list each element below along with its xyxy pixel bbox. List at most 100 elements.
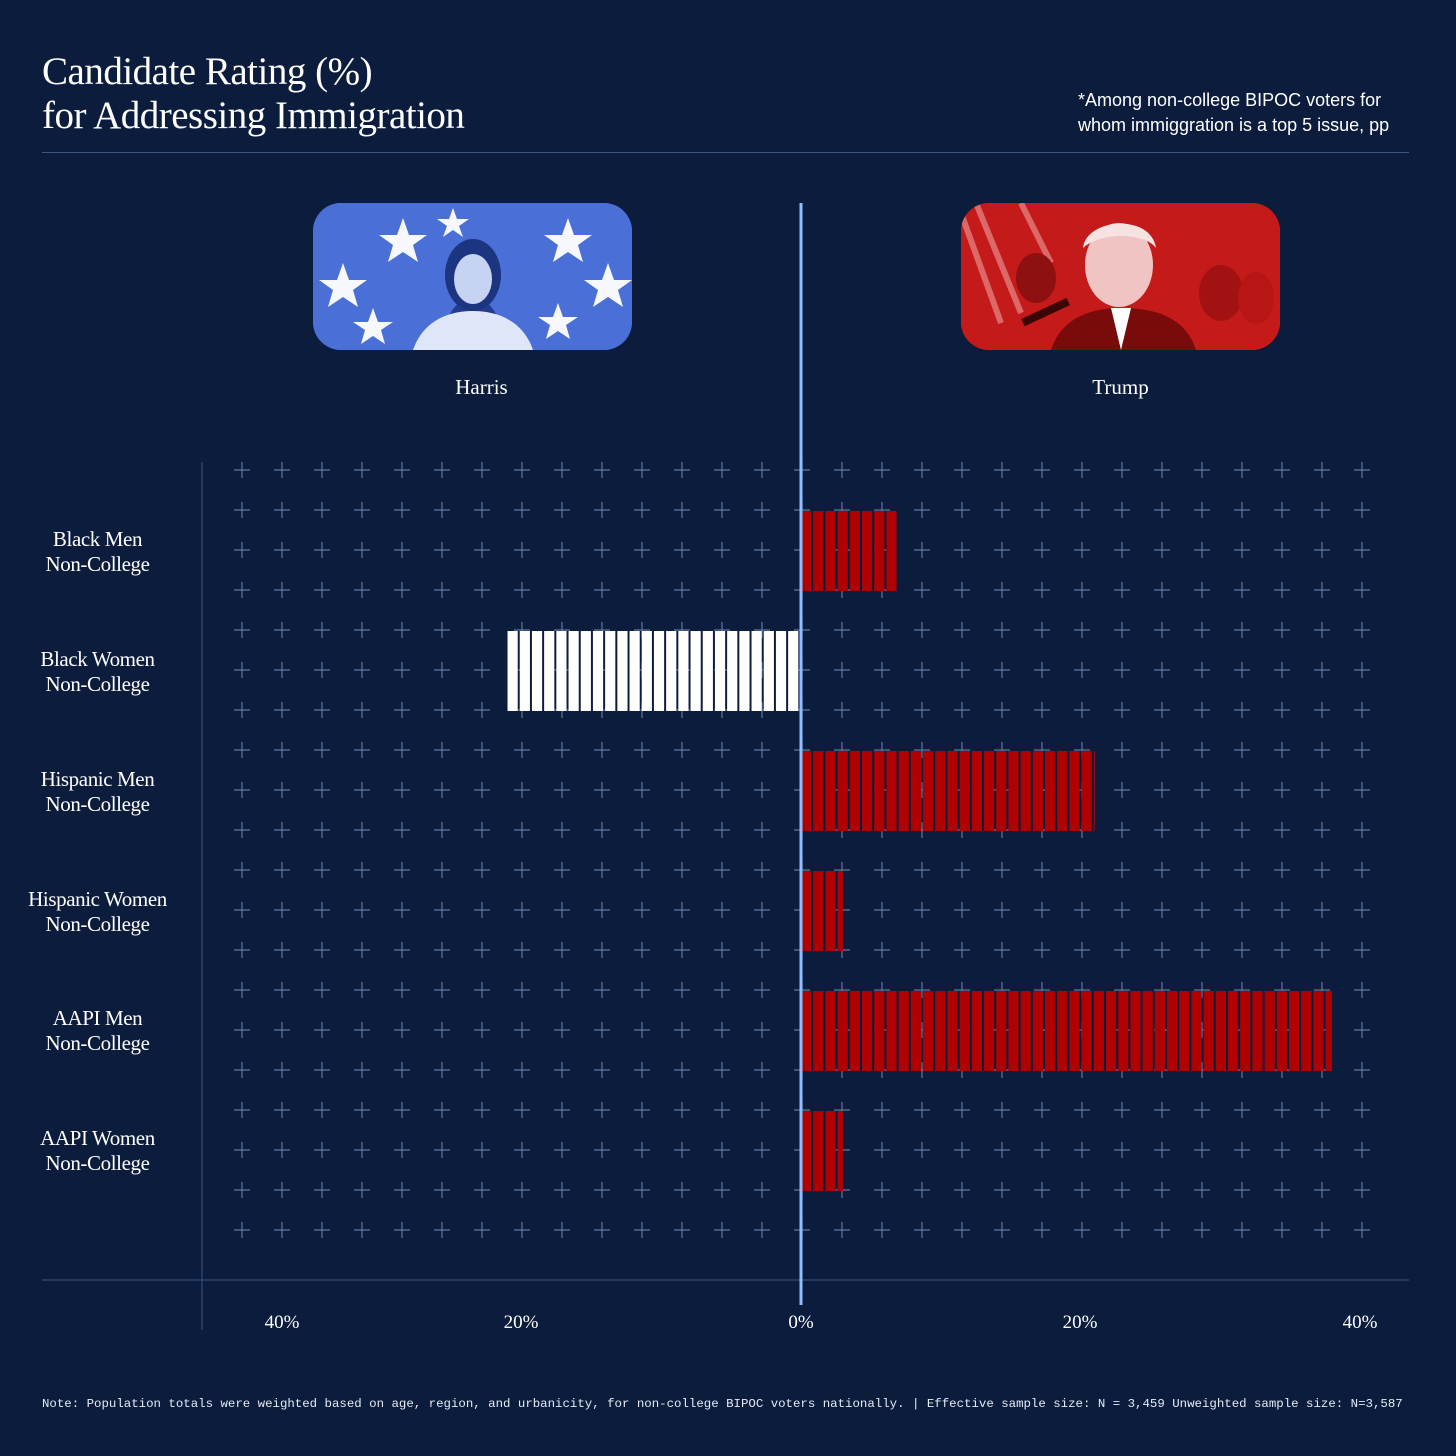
grid-cross: [674, 1182, 690, 1198]
bar-trump: [801, 991, 1333, 1071]
grid-cross: [1114, 1222, 1130, 1238]
grid-cross: [1234, 542, 1250, 558]
grid-cross: [234, 742, 250, 758]
bar-segment: [971, 751, 982, 831]
grid-cross: [314, 462, 330, 478]
bar-segment: [837, 1111, 843, 1191]
grid-cross: [554, 742, 570, 758]
grid-cross: [914, 542, 930, 558]
grid-cross: [754, 742, 770, 758]
grid-cross: [994, 622, 1010, 638]
grid-cross: [274, 1062, 290, 1078]
grid-cross: [434, 502, 450, 518]
bar-segment: [1045, 991, 1056, 1071]
grid-cross: [354, 1022, 370, 1038]
grid-cross: [1354, 1022, 1370, 1038]
grid-cross: [634, 1182, 650, 1198]
grid-cross: [594, 1062, 610, 1078]
grid-cross: [314, 862, 330, 878]
grid-cross: [554, 902, 570, 918]
grid-cross: [754, 902, 770, 918]
grid-cross: [1194, 942, 1210, 958]
bar-segment: [1325, 991, 1333, 1071]
bar-segment: [763, 631, 774, 711]
grid-cross: [1154, 662, 1170, 678]
grid-cross: [874, 702, 890, 718]
grid-cross: [1074, 862, 1090, 878]
bar-segment: [935, 751, 946, 831]
grid-cross: [234, 782, 250, 798]
grid-cross: [234, 862, 250, 878]
grid-cross: [594, 1222, 610, 1238]
category-line: Non-College: [45, 672, 150, 696]
header-divider: [42, 152, 1409, 153]
grid-cross: [234, 1062, 250, 1078]
grid-cross: [1314, 662, 1330, 678]
grid-cross: [714, 542, 730, 558]
grid-cross: [1274, 742, 1290, 758]
grid-cross: [954, 582, 970, 598]
grid-cross: [274, 1142, 290, 1158]
grid-cross: [634, 862, 650, 878]
grid-cross: [1354, 982, 1370, 998]
bar-segment: [1142, 991, 1153, 1071]
grid-cross: [674, 742, 690, 758]
grid-cross: [354, 1182, 370, 1198]
bar-segment: [1069, 991, 1080, 1071]
grid-cross: [1074, 622, 1090, 638]
grid-cross: [1154, 1142, 1170, 1158]
grid-cross: [514, 1142, 530, 1158]
bar-segment: [653, 631, 665, 711]
category-line: Hispanic Women: [28, 887, 167, 911]
grid-cross: [634, 742, 650, 758]
grid-cross: [994, 1182, 1010, 1198]
bar-segment: [825, 991, 836, 1071]
grid-cross: [1274, 542, 1290, 558]
grid-cross: [634, 822, 650, 838]
grid-cross: [274, 542, 290, 558]
grid-cross: [354, 662, 370, 678]
grid-cross: [274, 982, 290, 998]
grid-cross: [714, 1142, 730, 1158]
grid-cross: [234, 1142, 250, 1158]
grid-cross: [1234, 942, 1250, 958]
grid-cross: [434, 742, 450, 758]
bar-segment: [544, 631, 555, 711]
grid-cross: [994, 902, 1010, 918]
grid-cross: [394, 662, 410, 678]
grid-cross: [594, 462, 610, 478]
grid-cross: [834, 622, 850, 638]
bar-segment: [886, 991, 897, 1071]
bar-segment: [825, 1111, 836, 1191]
grid-cross: [274, 1022, 290, 1038]
grid-cross: [394, 1102, 410, 1118]
subtitle-note: *Among non-college BIPOC voters for whom…: [1078, 88, 1408, 138]
grid-cross: [1234, 1102, 1250, 1118]
grid-cross: [1194, 502, 1210, 518]
grid-cross: [634, 902, 650, 918]
grid-cross: [1314, 462, 1330, 478]
grid-cross: [914, 1142, 930, 1158]
category-label-aapi-men: AAPI Men Non-College: [0, 1006, 195, 1056]
footnote: Note: Population totals were weighted ba…: [42, 1397, 1403, 1411]
bar-segment: [1032, 991, 1043, 1071]
grid-cross: [434, 1222, 450, 1238]
grid-cross: [474, 662, 490, 678]
grid-cross: [1234, 822, 1250, 838]
grid-cross: [1074, 702, 1090, 718]
grid-cross: [914, 1182, 930, 1198]
grid-cross: [514, 1022, 530, 1038]
grid-cross: [914, 582, 930, 598]
grid-cross: [1114, 822, 1130, 838]
grid-cross: [994, 1142, 1010, 1158]
grid-cross: [1114, 502, 1130, 518]
grid-cross: [1234, 1182, 1250, 1198]
grid-cross: [834, 1222, 850, 1238]
grid-cross: [474, 502, 490, 518]
grid-cross: [234, 1022, 250, 1038]
grid-cross: [314, 1142, 330, 1158]
grid-cross: [914, 942, 930, 958]
grid-cross: [1354, 1062, 1370, 1078]
grid-cross: [954, 1142, 970, 1158]
bar-segment: [849, 991, 860, 1071]
